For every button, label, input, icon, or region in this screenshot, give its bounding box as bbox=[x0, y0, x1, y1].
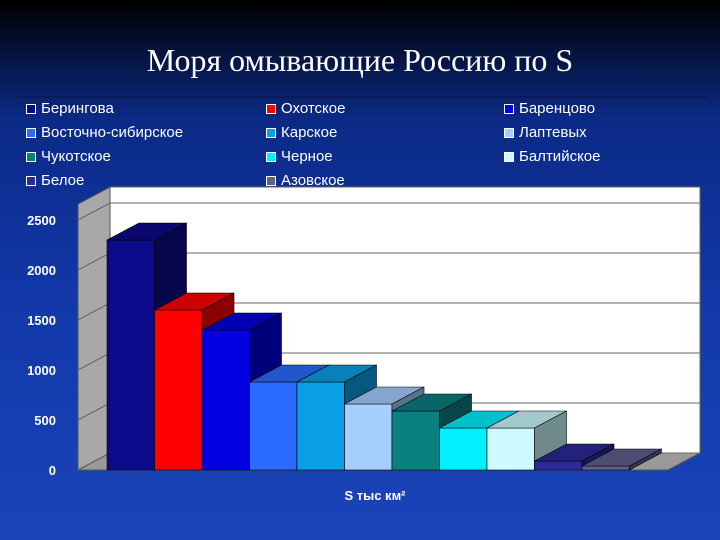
legend-swatch bbox=[26, 151, 36, 162]
bar bbox=[249, 381, 298, 471]
legend-item: Карское bbox=[266, 124, 337, 141]
legend-item: Азовское bbox=[266, 172, 345, 189]
legend-item: Черное bbox=[266, 148, 333, 165]
legend-label: Черное bbox=[281, 148, 333, 165]
y-tick-label: 2500 bbox=[27, 213, 56, 228]
legend-label: Восточно-сибирское bbox=[41, 124, 184, 141]
y-tick-label: 2000 bbox=[27, 263, 56, 278]
legend-label: Карское bbox=[281, 124, 338, 141]
legend-item: Берингова bbox=[26, 100, 114, 117]
bar bbox=[534, 460, 583, 471]
legend-item: Белое bbox=[26, 172, 84, 189]
bar bbox=[154, 309, 203, 471]
legend-swatch bbox=[266, 151, 276, 162]
bar-side bbox=[629, 448, 662, 471]
legend-label: Лаптевых bbox=[519, 124, 587, 141]
bar bbox=[581, 465, 630, 471]
legend-swatch bbox=[266, 127, 276, 138]
y-tick-label: 0 bbox=[49, 463, 56, 478]
legend-swatch bbox=[504, 151, 514, 162]
title-divider bbox=[18, 96, 708, 98]
legend-item: Баренцово bbox=[504, 100, 595, 117]
y-tick-label: 500 bbox=[34, 413, 56, 428]
bar bbox=[344, 403, 393, 471]
plot-side-wall bbox=[77, 186, 111, 471]
legend-swatch bbox=[504, 103, 514, 114]
chart-legend: Берингова Охотское Баренцово Восточно-сибир… bbox=[26, 100, 716, 196]
legend-item: Чукотское bbox=[26, 148, 111, 165]
legend-item: Лаптевых bbox=[504, 124, 587, 141]
legend-swatch bbox=[26, 175, 36, 186]
bar bbox=[296, 381, 345, 471]
y-tick-label: 1000 bbox=[27, 363, 56, 378]
legend-label: Баренцово bbox=[519, 100, 596, 117]
legend-label: Охотское bbox=[281, 100, 346, 117]
gridline bbox=[77, 202, 700, 221]
legend-label: Берингова bbox=[41, 100, 114, 117]
bar bbox=[486, 427, 535, 471]
legend-label: Белое bbox=[41, 172, 85, 189]
x-axis-title: S тыс км² bbox=[344, 488, 406, 503]
legend-label: Азовское bbox=[281, 172, 345, 189]
bar bbox=[439, 427, 488, 471]
slide-title: Моря омывающие Россию по S bbox=[146, 42, 574, 78]
y-tick-label: 1500 bbox=[27, 313, 56, 328]
legend-swatch bbox=[26, 103, 36, 114]
bar bbox=[106, 239, 155, 471]
legend-swatch bbox=[26, 127, 36, 138]
legend-item: Восточно-сибирское bbox=[26, 124, 183, 141]
bar bbox=[391, 410, 440, 471]
bar bbox=[201, 329, 250, 471]
legend-item: Охотское bbox=[266, 100, 345, 117]
legend-label: Балтийское bbox=[519, 148, 601, 165]
legend-label: Чукотское bbox=[41, 148, 111, 165]
legend-item: Балтийское bbox=[504, 148, 600, 165]
legend-swatch bbox=[504, 127, 514, 138]
legend-swatch bbox=[266, 103, 276, 114]
legend-swatch bbox=[266, 175, 276, 186]
